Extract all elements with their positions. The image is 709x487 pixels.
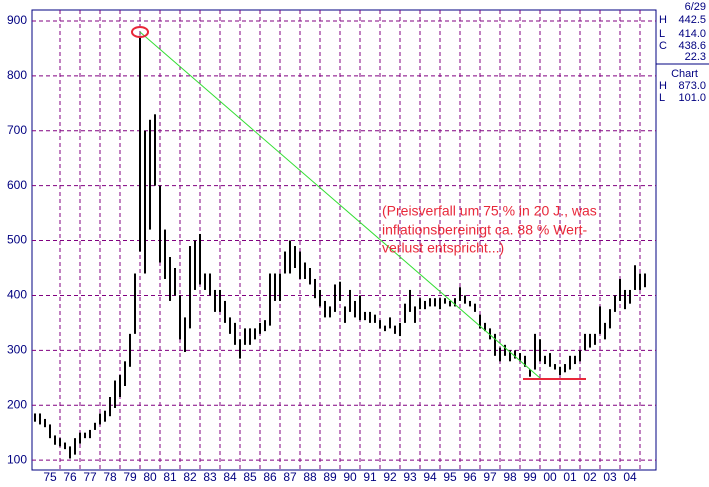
x-tick-label: 94: [423, 470, 437, 484]
x-tick-label: 86: [263, 470, 277, 484]
y-tick-label: 400: [7, 288, 27, 302]
x-tick-label: 99: [523, 470, 537, 484]
annotation: (Preisverfall um 75 % in 20 J., was: [382, 203, 597, 219]
info-key: L: [659, 92, 665, 104]
y-tick-label: 200: [7, 397, 27, 411]
price-bars: [34, 35, 646, 459]
x-tick-label: 00: [543, 470, 557, 484]
x-tick-label: 02: [583, 470, 597, 484]
x-tick-label: 83: [203, 470, 217, 484]
y-tick-label: 300: [7, 343, 27, 357]
x-tick-label: 82: [183, 470, 197, 484]
info-chart-label: Chart: [671, 68, 698, 80]
trend-line: [139, 31, 541, 379]
x-tick-label: 81: [163, 470, 177, 484]
x-tick-label: 92: [383, 470, 397, 484]
info-value: 873.0: [678, 80, 706, 92]
plot-frame: [31, 9, 657, 471]
annotation: inflationsbereinigt ca. 88 % Wert-: [382, 222, 588, 238]
info-value: 414.0: [678, 28, 706, 40]
x-tick-label: 79: [123, 470, 137, 484]
x-tick-label: 87: [283, 470, 297, 484]
x-tick-label: 75: [43, 470, 57, 484]
x-tick-label: 80: [143, 470, 157, 484]
info-key: H: [659, 80, 667, 92]
x-tick-label: 95: [443, 470, 457, 484]
x-tick-label: 04: [623, 470, 637, 484]
x-tick-label: 03: [603, 470, 617, 484]
info-key: H: [659, 14, 667, 26]
y-tick-label: 600: [7, 178, 27, 192]
info-date: 6/29: [685, 1, 706, 13]
y-tick-label: 500: [7, 233, 27, 247]
y-tick-label: 900: [7, 13, 27, 27]
x-tick-label: 77: [83, 470, 97, 484]
x-tick-label: 98: [503, 470, 517, 484]
y-tick-label: 100: [7, 452, 27, 466]
x-tick-label: 01: [563, 470, 577, 484]
x-tick-label: 84: [223, 470, 237, 484]
x-tick-label: 85: [243, 470, 257, 484]
peak-marker: [131, 26, 149, 38]
x-tick-label: 76: [63, 470, 77, 484]
info-value: 442.5: [678, 14, 706, 26]
x-tick-label: 90: [343, 470, 357, 484]
info-key: L: [659, 28, 665, 40]
x-tick-label: 97: [483, 470, 497, 484]
annotation: verlust entspricht...): [382, 240, 504, 256]
y-tick-label: 700: [7, 123, 27, 137]
grid: [32, 10, 656, 470]
y-tick-label: 800: [7, 68, 27, 82]
info-value: 438.6: [678, 40, 706, 52]
x-tick-label: 96: [463, 470, 477, 484]
x-tick-label: 78: [103, 470, 117, 484]
x-tick-label: 91: [363, 470, 377, 484]
x-tick-label: 88: [303, 470, 317, 484]
info-change: 22.3: [685, 51, 706, 63]
x-tick-label: 93: [403, 470, 417, 484]
info-value: 101.0: [678, 92, 706, 104]
x-tick-label: 89: [323, 470, 337, 484]
info-key: C: [659, 40, 667, 52]
